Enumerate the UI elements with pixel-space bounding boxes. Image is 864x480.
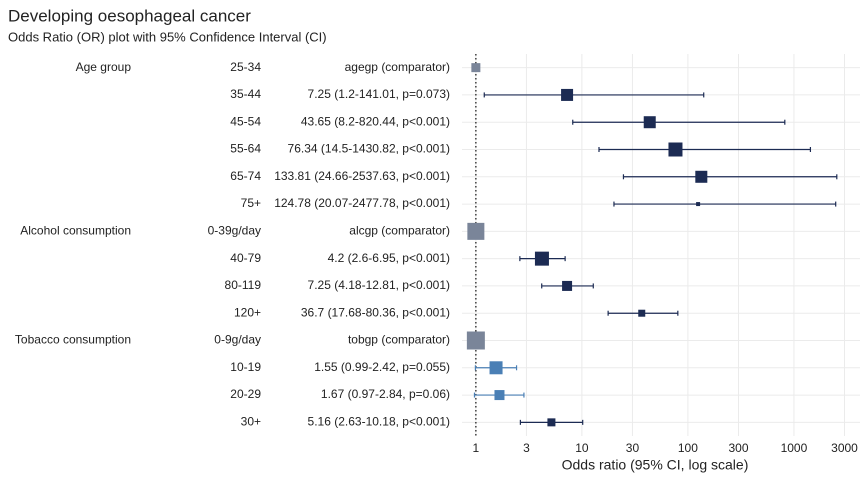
group-label: Alcohol consumption	[20, 224, 131, 238]
x-tick-label: 300	[728, 441, 748, 455]
category-label: 0-9g/day	[214, 333, 261, 347]
value-label: 1.67 (0.97-2.84, p=0.06)	[321, 387, 450, 401]
or-box	[489, 361, 503, 375]
or-box	[695, 170, 708, 183]
group-label: Tobacco consumption	[15, 333, 131, 347]
value-label: 4.2 (2.6-6.95, p<0.001)	[328, 251, 450, 265]
category-label: 40-79	[230, 251, 261, 265]
or-box	[547, 418, 556, 427]
category-label: 45-54	[230, 114, 261, 128]
grid	[462, 54, 860, 436]
or-box	[562, 280, 573, 291]
or-box	[696, 202, 701, 207]
or-box	[643, 116, 656, 129]
x-axis-label: Odds ratio (95% CI, log scale)	[562, 457, 749, 473]
x-tick-label: 10	[575, 441, 589, 455]
or-box	[466, 331, 485, 350]
x-tick-label: 30	[626, 441, 640, 455]
category-label: 120+	[234, 305, 261, 319]
category-label: 30+	[241, 415, 261, 429]
value-label: 1.55 (0.99-2.42, p=0.055)	[314, 360, 450, 374]
x-tick-label: 3000	[831, 441, 858, 455]
category-label: 10-19	[230, 360, 261, 374]
value-label: 5.16 (2.63-10.18, p<0.001)	[308, 415, 450, 429]
value-label: 7.25 (1.2-141.01, p=0.073)	[308, 87, 450, 101]
category-label: 35-44	[230, 87, 261, 101]
category-label: 25-34	[230, 60, 261, 74]
category-label: 75+	[241, 196, 261, 210]
value-label: 7.25 (4.18-12.81, p<0.001)	[308, 278, 450, 292]
or-box	[638, 309, 646, 317]
value-label: 124.78 (20.07-2477.78, p<0.001)	[274, 196, 450, 210]
value-label: 43.65 (8.2-820.44, p<0.001)	[301, 114, 450, 128]
or-box	[467, 222, 485, 240]
x-tick-label: 1	[473, 441, 480, 455]
chart-subtitle: Odds Ratio (OR) plot with 95% Confidence…	[8, 29, 327, 44]
value-label: tobgp (comparator)	[348, 333, 450, 347]
value-label: agegp (comparator)	[345, 60, 450, 74]
or-box	[668, 142, 683, 157]
x-tick-label: 3	[523, 441, 530, 455]
category-label: 20-29	[230, 387, 261, 401]
x-tick-label: 100	[678, 441, 698, 455]
chart-title: Developing oesophageal cancer	[8, 6, 251, 25]
category-label: 55-64	[230, 142, 261, 156]
value-label: 36.7 (17.68-80.36, p<0.001)	[301, 305, 450, 319]
or-box	[534, 251, 549, 266]
or-box	[471, 63, 481, 73]
or-box	[561, 88, 574, 101]
category-label: 0-39g/day	[208, 224, 261, 238]
value-label: alcgp (comparator)	[349, 224, 450, 238]
or-box	[494, 390, 505, 401]
value-label: 76.34 (14.5-1430.82, p<0.001)	[288, 142, 450, 156]
value-label: 133.81 (24.66-2537.63, p<0.001)	[274, 169, 450, 183]
x-tick-label: 1000	[781, 441, 808, 455]
group-label: Age group	[76, 60, 132, 74]
category-label: 65-74	[230, 169, 261, 183]
category-label: 80-119	[225, 278, 262, 292]
